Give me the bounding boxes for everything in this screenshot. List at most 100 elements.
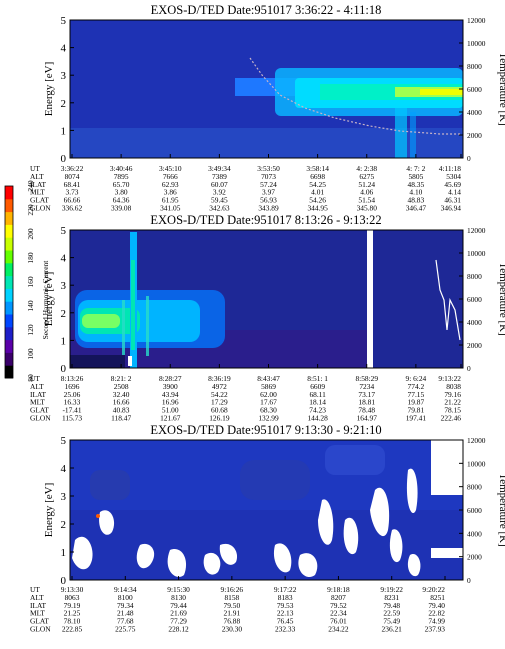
panel-3-y2tick-label: 4000 xyxy=(467,529,482,538)
panel-3-cell: 76.01 xyxy=(330,617,347,626)
panel-3-y2ticks: 0 2000 4000 6000 8000 10000 12000 xyxy=(459,436,486,585)
panel-3-cell: 21.69 xyxy=(170,609,187,618)
panel-2-ytick-label: 4 xyxy=(61,253,67,265)
colorbar-frame xyxy=(4,185,14,379)
panel-1-cell: 4:11:18 xyxy=(439,164,462,173)
panel-1-cell: 57.24 xyxy=(260,180,277,189)
panel-2-cell: 222.46 xyxy=(441,414,462,423)
panel-1-cell: 54.26 xyxy=(309,196,326,205)
panel-2-cell: -17.41 xyxy=(62,406,81,415)
panel-3-title: EXOS-D/TED Date:951017 9:13:30 - 9:21:10 xyxy=(150,423,381,437)
panel-1: EXOS-D/TED Date:951017 3:36:22 - 4:11:18… xyxy=(30,3,505,213)
panel-3-ytick-label: 0 xyxy=(61,575,67,587)
colorbar-tick-label: 220 xyxy=(26,204,35,216)
colorbar-swatch xyxy=(5,275,13,289)
colorbar-tick-label: 240 xyxy=(26,180,35,192)
panel-3-cell: 77.29 xyxy=(170,617,187,626)
panel-2-cell: 121.67 xyxy=(160,414,181,423)
panel-2-cell: 115.73 xyxy=(62,414,82,423)
panel-2-y2tick-label: 8000 xyxy=(467,272,482,281)
panel-2-y2label: Temperature [K] xyxy=(497,262,505,335)
panel-1-cell: 3:58:14 xyxy=(306,164,329,173)
panel-2-cell: 8:43:47 xyxy=(257,374,280,383)
panel-2-row-label: GLON xyxy=(30,414,51,423)
panel-2-y2tick-label: 0 xyxy=(467,364,471,373)
panel-1-cell: 3:45:10 xyxy=(159,164,182,173)
panel-2-cell: 16.66 xyxy=(113,398,130,407)
panel-2-ytick-label: 2 xyxy=(61,308,67,320)
panel-1-cell: 60.07 xyxy=(211,180,228,189)
panel-2-y2tick-label: 4000 xyxy=(467,318,482,327)
panel-2-cell: 16.96 xyxy=(162,398,179,407)
panel-3-y2tick-label: 0 xyxy=(467,576,471,585)
colorbar-tick-label: 140 xyxy=(26,300,35,312)
panel-3-cell: 9:16:26 xyxy=(221,585,244,594)
panel-2-cell: 60.68 xyxy=(211,406,228,415)
panel-1-title: EXOS-D/TED Date:951017 3:36:22 - 4:11:18 xyxy=(151,3,382,17)
panel-2-cell: 17.29 xyxy=(211,398,228,407)
panel-3-cell: 8100 xyxy=(118,593,133,602)
panel-2-ytick-label: 3 xyxy=(61,280,67,292)
panel-2-y2tick-label: 6000 xyxy=(467,295,482,304)
panel-1-ytick-label: 2 xyxy=(61,98,67,110)
panel-2-cell: 8:36:19 xyxy=(208,374,231,383)
panel-3-cell: 9:17:22 xyxy=(274,585,297,594)
panel-3-cell: 9:19:22 xyxy=(380,585,403,594)
panel-1-cell: 6698 xyxy=(310,172,325,181)
panel-1-y2label: Temperature [K] xyxy=(497,52,505,125)
panel-2-cell: 19.87 xyxy=(408,398,425,407)
panel-3-cell: 22.82 xyxy=(428,609,445,618)
colorbar-swatch xyxy=(5,352,13,366)
colorbar-tick-label: 200 xyxy=(26,228,35,240)
panel-3-cell: 8231 xyxy=(384,593,399,602)
panel-2-cell: 17.67 xyxy=(260,398,277,407)
panel-1-cell: 7895 xyxy=(114,172,129,181)
panel-2-cell: 8038 xyxy=(446,382,461,391)
panel-2-title: EXOS-D/TED Date:951017 8:13:26 - 9:13:22 xyxy=(150,213,381,227)
panel-3-cell: 21.25 xyxy=(64,609,81,618)
panel-3-cell: 230.30 xyxy=(222,625,243,634)
panel-1-cell: 3.86 xyxy=(164,188,177,197)
panel-3-cell: 9:15:30 xyxy=(167,585,190,594)
panel-3-row-label: GLAT xyxy=(30,617,49,626)
panel-1-cell: 51.54 xyxy=(358,196,375,205)
panel-1-cell: 3.97 xyxy=(262,188,275,197)
panel-2: EXOS-D/TED Date:951017 8:13:26 - 9:13:22… xyxy=(30,213,505,423)
panel-2-cell: 7234 xyxy=(359,382,374,391)
panel-2-cell: 774.2 xyxy=(408,382,425,391)
panel-3-cell: 79.44 xyxy=(170,601,187,610)
panel-3-row-label: GLON xyxy=(30,625,51,634)
panel-2-cell: 25.06 xyxy=(64,390,81,399)
panel-1-row-label: MLT xyxy=(30,188,45,197)
panel-1-heatmap xyxy=(70,20,463,158)
colorbar-tick-label: 80 xyxy=(26,374,35,382)
panel-3-cell: 9:20:22 xyxy=(422,585,445,594)
panel-1-cell: 4.14 xyxy=(448,188,461,197)
panel-2-ytick-label: 0 xyxy=(61,363,67,375)
panel-1-cell: 66.66 xyxy=(64,196,81,205)
panel-1-cell: 3:49:34 xyxy=(208,164,231,173)
panel-2-cell: 164.97 xyxy=(357,414,378,423)
panel-1-cell: 51.24 xyxy=(358,180,375,189)
panel-2-cell: 32.40 xyxy=(113,390,130,399)
panel-2-cell: 144.28 xyxy=(307,414,328,423)
panel-1-y2tick-label: 4000 xyxy=(467,108,482,117)
panel-3-cell: 237.93 xyxy=(425,625,446,634)
panel-3-cell: 79.53 xyxy=(277,601,294,610)
panel-2-row-label: ALT xyxy=(30,382,44,391)
panel-2-cell: 79.16 xyxy=(444,390,461,399)
panel-1-cell: 336.62 xyxy=(62,204,83,213)
panel-2-cell: 51.00 xyxy=(162,406,179,415)
panel-3: EXOS-D/TED Date:951017 9:13:30 - 9:21:10 xyxy=(30,423,505,634)
panel-1-cell: 7389 xyxy=(212,172,227,181)
panel-1-cell: 5805 xyxy=(408,172,423,181)
panel-3-cell: 222.85 xyxy=(62,625,83,634)
panel-2-cell: 54.22 xyxy=(211,390,228,399)
colorbar-label: Second Harmonic Current xyxy=(41,260,50,340)
colorbar-swatches xyxy=(5,186,13,379)
panel-3-cell: 74.99 xyxy=(428,617,445,626)
panel-1-cell: 59.45 xyxy=(211,196,228,205)
panel-2-cell: 126.19 xyxy=(209,414,230,423)
panel-2-yticks: 0 1 2 3 4 5 xyxy=(61,225,74,375)
